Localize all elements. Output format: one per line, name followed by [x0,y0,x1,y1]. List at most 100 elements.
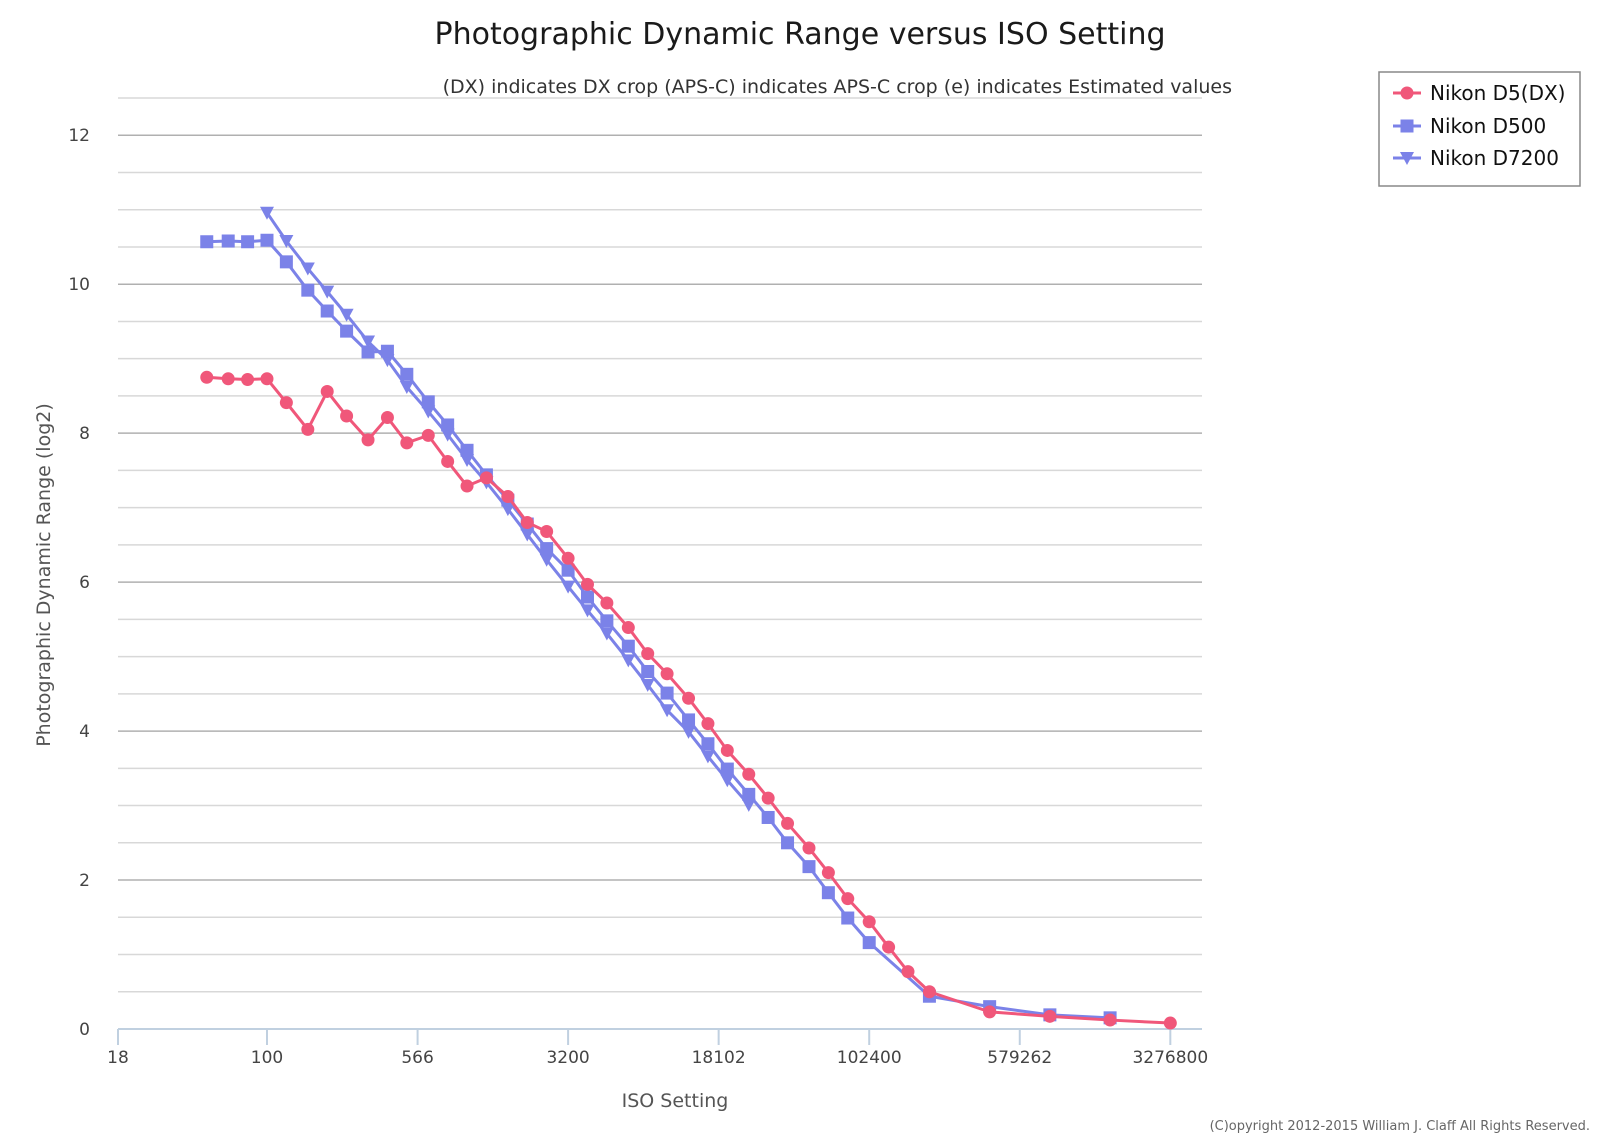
data-point [720,762,734,776]
legend-label: Nikon D5(DX) [1430,81,1566,105]
data-point [701,717,715,731]
data-point [700,750,715,764]
y-tick-label: 6 [79,573,90,593]
y-axis-ticks: 0 2 4 6 8 10 12 [68,126,90,1040]
data-point [221,234,235,248]
data-point [600,596,614,610]
data-point [399,380,414,394]
data-point [640,678,655,692]
data-point [361,345,375,359]
x-tick-label: 100 [251,1048,283,1068]
legend-label: Nikon D7200 [1430,146,1559,170]
data-point [460,479,474,493]
data-point [720,743,734,757]
chart-subtitle: (DX) indicates DX crop (APS-C) indicates… [443,76,1232,98]
data-point [279,396,293,410]
legend-item[interactable]: Nikon D7200 [1393,146,1559,170]
y-tick-label: 2 [79,871,90,891]
data-point [621,639,635,653]
data-point [421,395,435,409]
x-axis: 18 100 566 3200 18102 102400 579262 3276800 [107,1028,1208,1068]
data-point [621,654,636,668]
data-point [561,580,576,594]
data-point [561,563,575,577]
data-point [501,489,515,503]
series-nikon-d5-dx [200,370,1177,1030]
data-point [479,471,493,485]
legend-item[interactable]: Nikon D500 [1393,114,1546,138]
data-point [781,836,795,850]
data-point [539,553,554,567]
data-point [821,886,835,900]
data-point [520,516,534,530]
data-point [339,308,354,322]
data-point [922,985,936,999]
y-tick-label: 12 [68,126,90,146]
series-layer [200,206,1177,1030]
data-point [400,436,414,450]
data-point [320,384,334,398]
data-point [540,542,554,556]
data-point [400,367,414,381]
data-point [882,940,896,954]
x-tick-label: 18 [107,1048,129,1068]
data-point [540,524,554,538]
series-nikon-d7200 [259,206,756,812]
data-point [200,370,214,384]
data-point [279,255,293,269]
data-point [320,285,335,299]
y-tick-label: 10 [68,275,90,295]
data-point [742,787,756,801]
data-point [580,577,594,591]
data-point [301,283,315,297]
data-point [520,528,535,542]
data-point [621,621,635,635]
data-point [580,590,594,604]
data-point [421,428,435,442]
data-point [720,774,735,788]
series-line [206,238,1111,1020]
data-point [742,767,756,781]
data-point [361,335,376,349]
data-point [841,892,855,906]
data-point [301,422,315,436]
y-axis-title: Photographic Dynamic Range (log2) [33,403,55,747]
data-point [599,627,614,641]
y-tick-label: 4 [79,722,90,742]
data-point [460,443,474,457]
data-point [682,691,696,705]
data-point [241,373,255,387]
legend-circle-icon [1400,86,1414,100]
data-point [441,418,455,432]
data-point [279,235,294,249]
x-tick-label: 3276800 [1132,1048,1208,1068]
data-point [681,725,696,739]
data-point [421,405,436,419]
x-tick-label: 18102 [692,1048,746,1068]
legend-item[interactable]: Nikon D5(DX) [1393,81,1566,105]
data-point [862,915,876,929]
data-point [641,664,655,678]
legend-triangle-down-icon [1400,152,1414,165]
data-point [200,235,214,249]
y-tick-label: 0 [79,1020,90,1040]
data-point [1163,1016,1177,1030]
copyright-notice: (C)opyright 2012-2015 William J. Claff A… [1210,1119,1590,1134]
data-point [821,866,835,880]
data-point [340,324,354,338]
data-point [320,304,334,318]
data-point [260,372,274,386]
data-point [781,816,795,830]
data-point [361,433,375,447]
gridlines [118,97,1202,993]
data-point [761,810,775,824]
data-point [660,667,674,681]
data-point [340,409,354,423]
data-point [802,841,816,855]
x-axis-title: ISO Setting [622,1090,729,1112]
data-point [802,860,816,874]
data-point [701,737,715,751]
data-point [221,372,235,386]
data-point [641,647,655,661]
